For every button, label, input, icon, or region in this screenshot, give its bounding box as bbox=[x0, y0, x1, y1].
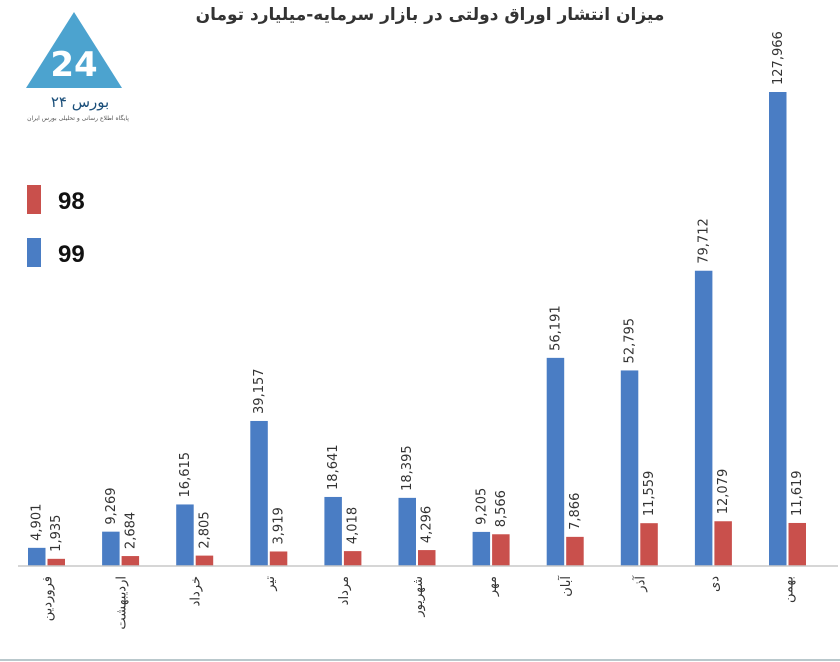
x-tick-label: مهر bbox=[485, 576, 500, 597]
value-label-98: 11,619 bbox=[790, 470, 805, 516]
bar-98 bbox=[343, 551, 362, 566]
logo: 24 بورس ۲۴ پایگاه اطلاع رسانی و تحلیلی ب… bbox=[26, 12, 129, 122]
bar-98 bbox=[566, 536, 584, 566]
bar-99 bbox=[769, 92, 787, 566]
value-label-98: 4,296 bbox=[420, 506, 435, 543]
legend: 98 99 bbox=[27, 185, 85, 268]
x-tick-label: بهمن bbox=[782, 576, 797, 603]
logo-name: بورس ۲۴ bbox=[51, 93, 109, 111]
bar-99 bbox=[28, 547, 46, 566]
value-label-98: 11,559 bbox=[642, 471, 657, 517]
logo-triangle-icon bbox=[26, 12, 122, 88]
value-label-99: 18,641 bbox=[326, 444, 341, 490]
x-tick-label: تیر bbox=[263, 576, 278, 592]
x-tick-label: شهریور bbox=[411, 576, 426, 618]
bar-99 bbox=[102, 531, 120, 566]
bar-98 bbox=[269, 551, 288, 566]
bar-98 bbox=[788, 522, 806, 566]
x-tick-label: مرداد bbox=[337, 576, 352, 605]
bar-98 bbox=[121, 556, 140, 566]
bar-99 bbox=[176, 504, 194, 566]
bar-99 bbox=[546, 357, 565, 566]
logo-tagline: پایگاه اطلاع رسانی و تحلیلی بورس ایران bbox=[27, 114, 129, 122]
legend-swatch-98 bbox=[27, 185, 41, 214]
x-tick-label: آذر bbox=[631, 575, 648, 593]
value-label-98: 3,919 bbox=[272, 507, 287, 544]
x-tick-label: خرداد bbox=[189, 576, 204, 606]
value-label-98: 4,018 bbox=[346, 507, 361, 544]
value-label-99: 16,615 bbox=[178, 452, 193, 498]
x-tick-label: دی bbox=[707, 576, 722, 592]
value-label-98: 8,566 bbox=[494, 490, 509, 527]
bar-98 bbox=[195, 555, 214, 566]
value-label-99: 9,205 bbox=[474, 488, 489, 525]
value-labels: 4,901 1,935 9,269 2,684 16,615 2,805 39,157 3,9… bbox=[30, 31, 806, 552]
bar-98 bbox=[418, 550, 436, 566]
value-label-98: 2,684 bbox=[123, 512, 138, 549]
bar-99 bbox=[398, 497, 416, 566]
value-label-98: 7,866 bbox=[568, 493, 583, 530]
bar-98 bbox=[640, 523, 658, 566]
bar-98 bbox=[714, 521, 732, 566]
legend-label-99: 99 bbox=[58, 241, 85, 268]
bars bbox=[28, 92, 806, 566]
x-tick-label: آبان bbox=[557, 575, 574, 597]
bar-99 bbox=[324, 496, 342, 566]
legend-label-98: 98 bbox=[58, 188, 85, 215]
value-label-99: 18,395 bbox=[400, 445, 415, 491]
value-label-99: 4,901 bbox=[30, 504, 45, 541]
bar-99 bbox=[472, 531, 491, 566]
logo-mark-icon: 24 bbox=[50, 45, 97, 85]
x-tick-labels: فروردین اردیبهشت خرداد تیر مرداد شهریور مهر آبا… bbox=[41, 575, 797, 630]
bar-99 bbox=[694, 270, 713, 566]
value-label-99: 56,191 bbox=[548, 305, 563, 351]
value-label-98: 2,805 bbox=[197, 511, 212, 548]
bar-98 bbox=[47, 558, 65, 566]
legend-swatch-99 bbox=[27, 238, 41, 267]
value-label-99: 52,795 bbox=[623, 318, 638, 364]
bar-99 bbox=[620, 370, 639, 566]
value-label-98: 12,079 bbox=[716, 469, 731, 515]
value-label-99: 9,269 bbox=[104, 487, 119, 524]
value-label-98: 1,935 bbox=[49, 515, 64, 552]
bar-99 bbox=[250, 420, 268, 566]
value-label-99: 79,712 bbox=[697, 218, 712, 264]
chart-title: میزان انتشار اوراق دولتی در بازار سرمایه… bbox=[196, 5, 665, 25]
value-label-99: 127,966 bbox=[771, 31, 786, 85]
x-tick-label: فروردین bbox=[41, 576, 56, 621]
x-tick-label: اردیبهشت bbox=[115, 576, 130, 630]
bar-98 bbox=[492, 534, 510, 566]
value-label-99: 39,157 bbox=[252, 368, 267, 414]
